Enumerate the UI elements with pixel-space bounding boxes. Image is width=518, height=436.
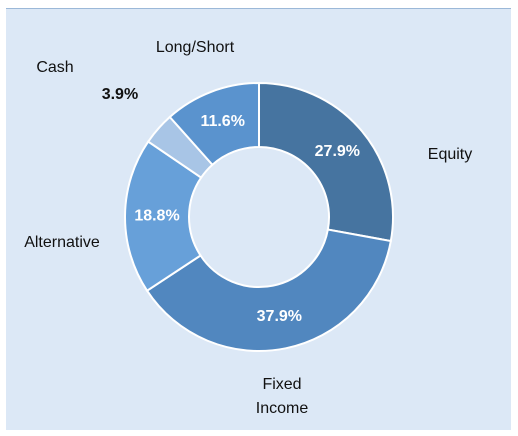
value-label: 37.9% xyxy=(257,308,302,325)
category-label: Alternative xyxy=(24,234,100,251)
donut-slice xyxy=(145,228,392,352)
donut-slice xyxy=(258,81,394,243)
donut-slice xyxy=(124,140,203,293)
category-label: Fixed Income xyxy=(255,376,309,417)
value-label: 3.9% xyxy=(102,86,138,103)
category-label: Cash xyxy=(36,59,74,76)
chart-panel xyxy=(6,8,511,430)
category-label: Equity xyxy=(427,146,473,163)
donut-slice xyxy=(168,81,260,167)
category-label: Long/Short xyxy=(155,39,235,56)
value-label: 27.9% xyxy=(315,143,360,160)
value-label: 18.8% xyxy=(134,207,179,224)
value-label: 11.6% xyxy=(200,113,244,130)
